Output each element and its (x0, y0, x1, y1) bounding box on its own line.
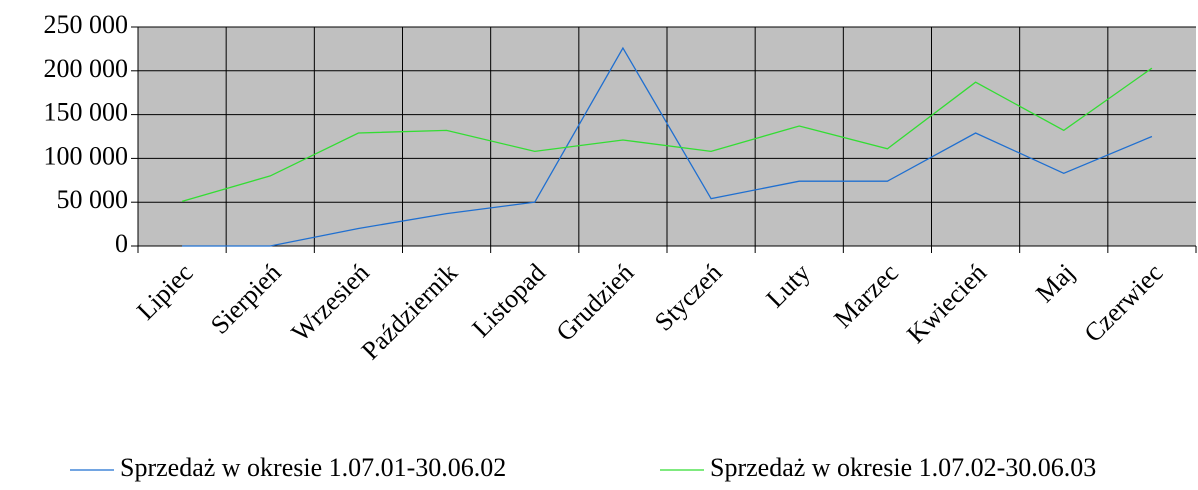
x-tick-label: Maj (1030, 258, 1080, 308)
x-tick-label: Grudzień (550, 258, 639, 347)
x-tick-label: Październik (356, 258, 463, 365)
y-tick-label: 0 (115, 229, 128, 258)
legend-label: Sprzedaż w okresie 1.07.02-30.06.03 (710, 453, 1096, 482)
series-line (181, 67, 1153, 202)
x-tick-label: Czerwiec (1078, 258, 1168, 348)
x-tick-label: Sierpień (205, 258, 287, 340)
series-line (182, 46, 1153, 247)
x-tick-label: Listopad (466, 258, 551, 343)
x-tick-label: Kwiecień (901, 258, 992, 349)
x-tick-label: Marzec (828, 258, 904, 334)
y-tick-label: 200 000 (44, 54, 129, 83)
x-tick-label: Lipiec (131, 258, 198, 325)
x-tick-label: Luty (760, 258, 815, 313)
x-tick-label: Styczeń (649, 258, 728, 337)
y-tick-label: 100 000 (44, 141, 129, 170)
y-tick-label: 250 000 (44, 10, 129, 39)
legend-label: Sprzedaż w okresie 1.07.01-30.06.02 (120, 453, 506, 482)
y-tick-label: 50 000 (57, 185, 129, 214)
x-tick-label: Wrzesień (286, 258, 375, 347)
y-tick-label: 150 000 (44, 98, 129, 127)
